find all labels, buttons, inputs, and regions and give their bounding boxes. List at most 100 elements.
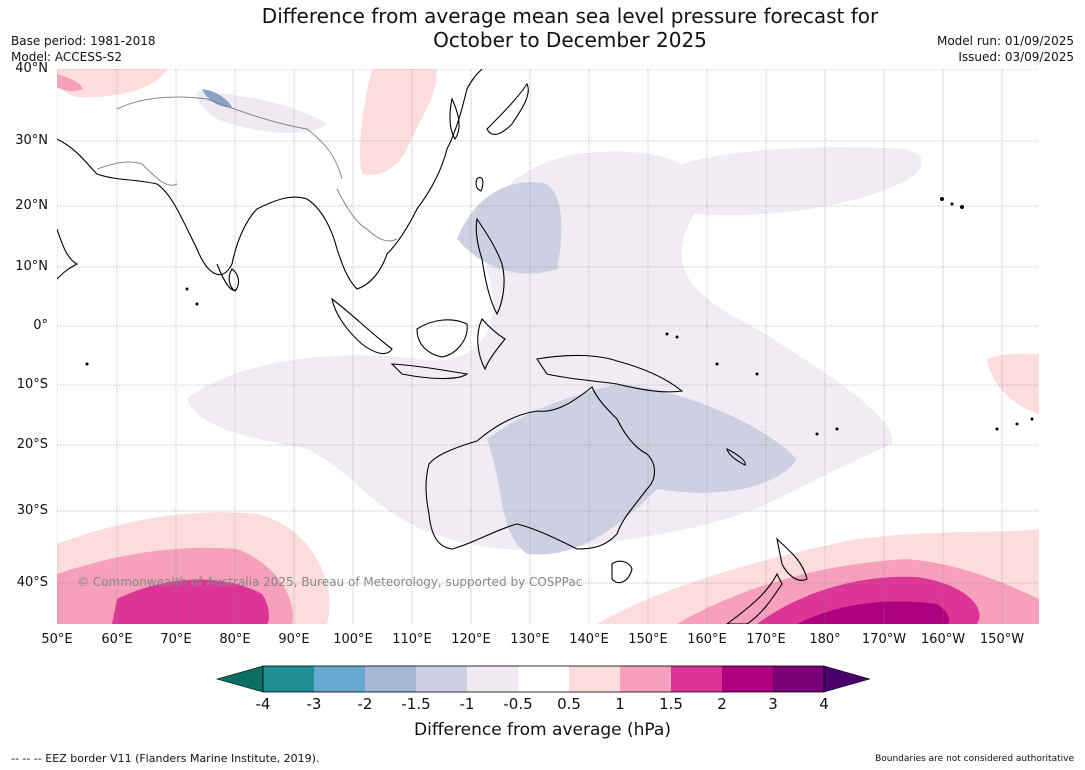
map-panel [57, 69, 1039, 624]
lat-label: 10°N [15, 259, 48, 274]
coast-sulawesi [477, 318, 506, 371]
title-line-2: October to December 2025 [433, 28, 707, 52]
border-india-china [116, 96, 343, 180]
lon-label: 100°E [333, 632, 373, 647]
colorbar-cell [314, 666, 365, 692]
copyright-notice: © Commonwealth of Australia 2025, Bureau… [77, 575, 583, 589]
lon-label: 170°W [861, 632, 907, 647]
coast-nz-north [776, 537, 808, 581]
meta-right: Model run: 01/09/2025 Issued: 03/09/2025 [937, 33, 1074, 65]
field-pos2-se [797, 601, 950, 624]
lon-label: 180° [809, 632, 841, 647]
colorbar-tick: 1 [615, 695, 625, 713]
lon-label: 140°E [569, 632, 609, 647]
lon-label: 110°E [392, 632, 432, 647]
coast-korea [449, 97, 460, 141]
colorbar-tick: -3 [306, 695, 322, 713]
colorbar-tick: -1 [459, 695, 475, 713]
colorbar-cell [467, 666, 518, 692]
field-neg05-kashmir [196, 91, 327, 134]
lat-label: 10°S [16, 377, 48, 392]
colorbar-tick: 0.5 [557, 695, 581, 713]
colorbar-tick: -1.5 [401, 695, 431, 713]
colorbar-extend-high [823, 665, 870, 693]
colorbar-tick: 4 [819, 695, 829, 713]
colorbar-cell [671, 666, 722, 692]
lat-label: 40°S [16, 575, 48, 590]
field-neg05-north [657, 147, 922, 216]
field-pos05-east [987, 353, 1039, 414]
map-canvas [57, 69, 1039, 624]
lon-label: 50°E [41, 632, 73, 647]
meta-left: Base period: 1981-2018 Model: ACCESS-S2 [11, 33, 156, 65]
lon-label: 150°W [979, 632, 1025, 647]
colorbar-cell [263, 666, 314, 692]
coast-nz-south [726, 572, 783, 624]
model-name: Model: ACCESS-S2 [11, 50, 123, 64]
field-neg1-philippines [457, 182, 562, 274]
coastlines [57, 69, 808, 624]
lon-label: 160°E [687, 632, 727, 647]
colorbar-cell [620, 666, 671, 692]
lon-label: 160°W [920, 632, 966, 647]
colorbar-tick: -4 [255, 695, 271, 713]
map-title: Difference from average mean sea level p… [170, 4, 970, 52]
issued-date: Issued: 03/09/2025 [958, 50, 1074, 64]
colorbar-extend-low [215, 665, 264, 693]
lat-label: 20°S [16, 437, 48, 452]
graticule [57, 69, 1039, 624]
colorbar-tick: 1.5 [659, 695, 683, 713]
lat-label: 0° [33, 318, 48, 333]
border-south-asia [96, 161, 178, 186]
colorbar-cell [518, 666, 569, 692]
colorbar-tick: 2 [717, 695, 727, 713]
colorbar-cell [416, 666, 467, 692]
coast-australia [425, 386, 656, 550]
coast-sri-lanka [228, 268, 240, 292]
lat-label: 20°N [15, 198, 48, 213]
coast-asia [57, 69, 483, 290]
lat-label: 30°S [16, 503, 48, 518]
coast-japan [486, 82, 529, 135]
colorbar-cell [773, 666, 824, 692]
coast-taiwan [475, 176, 484, 192]
colorbar-title: Difference from average (hPa) [414, 720, 671, 740]
lon-label: 150°E [628, 632, 668, 647]
colorbar-cell [722, 666, 773, 692]
colorbar-tick: 3 [768, 695, 778, 713]
colorbar-outline [262, 665, 825, 693]
anomaly-fields [57, 69, 1039, 624]
lat-label: 30°N [15, 133, 48, 148]
title-line-1: Difference from average mean sea level p… [261, 4, 879, 28]
colorbar-tick: -0.5 [503, 695, 533, 713]
lon-label: 130°E [510, 632, 550, 647]
lat-label: 40°N [15, 61, 48, 76]
coast-tasmania [611, 560, 633, 584]
lon-label: 90°E [278, 632, 310, 647]
colorbar-cell [569, 666, 620, 692]
field-neg1-australia [487, 384, 797, 555]
islands [85, 197, 1034, 436]
lon-label: 60°E [101, 632, 133, 647]
eez-legend: -- -- -- EEZ border V11 (Flanders Marine… [11, 752, 320, 765]
lon-label: 80°E [219, 632, 251, 647]
field-neg2-himalaya [202, 89, 232, 108]
model-run: Model run: 01/09/2025 [936, 34, 1074, 48]
coast-borneo [416, 319, 468, 358]
base-period: Base period: 1981-2018 [11, 34, 156, 48]
lon-label: 120°E [451, 632, 491, 647]
boundaries-note: Boundaries are not considered authoritat… [875, 754, 1074, 764]
coast-arabia [57, 228, 79, 280]
field-pos05-top-left [57, 69, 167, 98]
colorbar-tick: -2 [357, 695, 373, 713]
lon-label: 170°E [746, 632, 786, 647]
coast-sumatra [331, 297, 393, 355]
colorbar-cell [365, 666, 416, 692]
lon-label: 70°E [160, 632, 192, 647]
coast-new-guinea [536, 354, 684, 393]
borders [96, 96, 398, 242]
colorbar-cells [215, 665, 870, 693]
border-southeast-asia [336, 188, 398, 242]
colorbar [215, 665, 870, 693]
field-pos15-sw [112, 579, 270, 624]
